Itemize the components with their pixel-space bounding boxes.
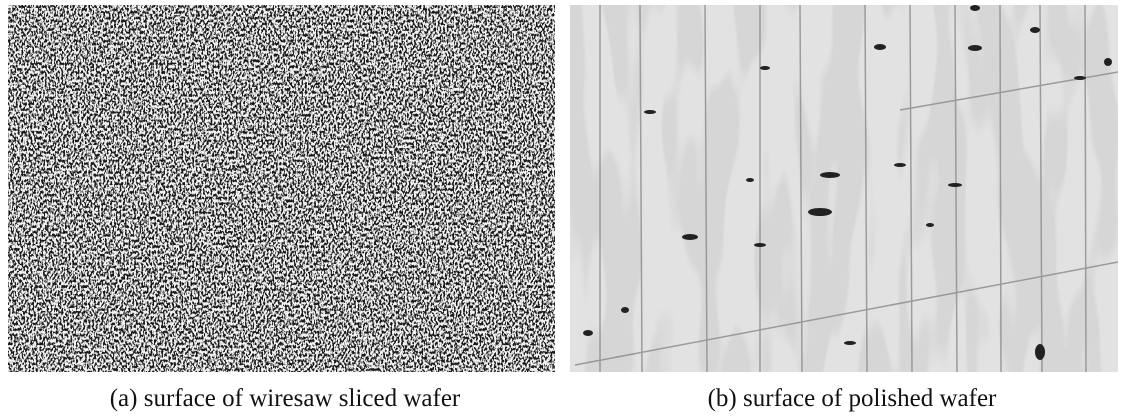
figure: (a) surface of wiresaw sliced wafer (b) …: [0, 0, 1122, 417]
panel-a-image: [8, 5, 555, 372]
page: (a) surface of wiresaw sliced wafer (b) …: [0, 0, 1122, 417]
caption-a: (a) surface of wiresaw sliced wafer: [110, 385, 461, 412]
panel-b-image: [570, 5, 1118, 372]
caption-b: (b) surface of polished wafer: [708, 385, 997, 412]
